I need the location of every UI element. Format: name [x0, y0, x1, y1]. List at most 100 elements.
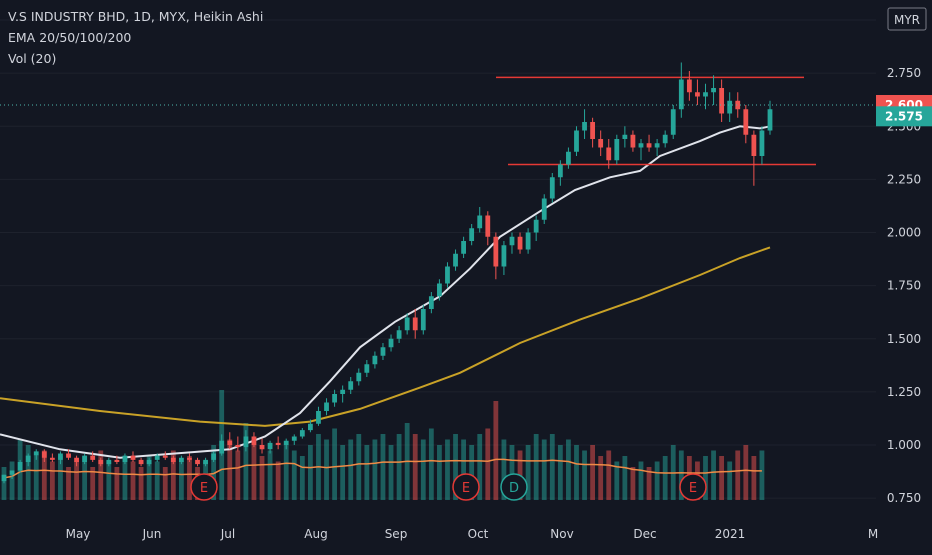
candle[interactable]: [727, 92, 733, 122]
candle[interactable]: [420, 304, 426, 335]
candle[interactable]: [291, 434, 297, 445]
candle[interactable]: [316, 406, 321, 426]
candle[interactable]: [138, 457, 144, 467]
earnings-badge[interactable]: E: [679, 473, 707, 501]
candle[interactable]: [735, 92, 741, 118]
candle[interactable]: [1, 474, 7, 484]
candle[interactable]: [251, 432, 257, 448]
candle[interactable]: [404, 313, 410, 335]
candle[interactable]: [203, 457, 208, 467]
candle[interactable]: [178, 455, 184, 465]
candle[interactable]: [525, 228, 531, 254]
candle[interactable]: [259, 438, 265, 454]
candle[interactable]: [638, 139, 644, 161]
candle[interactable]: [41, 449, 47, 462]
candle[interactable]: [219, 434, 225, 456]
candle[interactable]: [308, 419, 313, 433]
earnings-badge[interactable]: E: [190, 473, 218, 501]
candle[interactable]: [396, 326, 402, 343]
candle[interactable]: [759, 126, 765, 165]
candle[interactable]: [670, 105, 676, 139]
dividend-badge[interactable]: D: [500, 473, 528, 501]
candle[interactable]: [678, 62, 684, 118]
candle[interactable]: [622, 126, 628, 148]
candle[interactable]: [154, 453, 160, 463]
candle[interactable]: [412, 309, 418, 339]
volume-indicator-label[interactable]: Vol (20): [8, 51, 57, 66]
candle[interactable]: [743, 105, 749, 144]
candle[interactable]: [299, 428, 305, 439]
candle[interactable]: [146, 457, 152, 467]
candle[interactable]: [324, 398, 329, 416]
candle[interactable]: [606, 139, 612, 169]
candle[interactable]: [582, 109, 587, 139]
candle[interactable]: [98, 457, 104, 467]
candle[interactable]: [501, 241, 507, 275]
candle[interactable]: [566, 147, 571, 169]
candle[interactable]: [9, 470, 15, 480]
candle[interactable]: [541, 194, 547, 224]
candle[interactable]: [574, 126, 579, 156]
candle[interactable]: [662, 130, 668, 148]
candle[interactable]: [751, 130, 757, 186]
candle[interactable]: [646, 134, 652, 152]
candle[interactable]: [711, 75, 716, 105]
candle[interactable]: [283, 438, 289, 450]
candle[interactable]: [493, 232, 499, 280]
candle[interactable]: [549, 173, 555, 203]
candle[interactable]: [66, 449, 71, 460]
candle[interactable]: [130, 451, 136, 462]
candle[interactable]: [348, 377, 354, 394]
candle[interactable]: [170, 455, 176, 465]
symbol-title[interactable]: V.S INDUSTRY BHD, 1D, MYX, Heikin Ashi: [8, 9, 264, 24]
candle[interactable]: [25, 453, 31, 467]
candle[interactable]: [630, 130, 636, 152]
candle[interactable]: [90, 451, 96, 462]
ema-indicator-label[interactable]: EMA 20/50/100/200: [8, 30, 132, 45]
chart-legend[interactable]: V.S INDUSTRY BHD, 1D, MYX, Heikin Ashi E…: [8, 6, 263, 69]
price-axis[interactable]: [876, 0, 932, 550]
candle[interactable]: [654, 139, 660, 156]
candle[interactable]: [388, 334, 394, 352]
candle[interactable]: [235, 436, 241, 452]
candle[interactable]: [767, 100, 773, 135]
candle[interactable]: [517, 232, 523, 254]
earnings-badge[interactable]: E: [452, 473, 480, 501]
candle[interactable]: [590, 117, 596, 148]
candle[interactable]: [695, 79, 700, 106]
candle[interactable]: [162, 451, 168, 460]
candle[interactable]: [469, 224, 475, 246]
candle[interactable]: [461, 236, 466, 258]
candle[interactable]: [243, 430, 249, 452]
candle[interactable]: [114, 455, 120, 465]
candle[interactable]: [122, 453, 128, 465]
candle[interactable]: [557, 160, 563, 186]
candle[interactable]: [364, 360, 370, 377]
candle[interactable]: [445, 262, 450, 288]
candle[interactable]: [509, 232, 515, 254]
candle[interactable]: [703, 83, 708, 110]
candle[interactable]: [106, 457, 112, 467]
candle[interactable]: [598, 130, 604, 157]
candle[interactable]: [372, 351, 378, 369]
candle[interactable]: [267, 440, 273, 454]
candle[interactable]: [340, 385, 346, 403]
candle[interactable]: [227, 432, 233, 450]
candle[interactable]: [49, 453, 55, 463]
candle[interactable]: [275, 436, 281, 450]
candle[interactable]: [356, 368, 362, 386]
candle[interactable]: [453, 249, 458, 271]
candle[interactable]: [380, 343, 386, 360]
candle[interactable]: [686, 71, 692, 101]
candle[interactable]: [187, 453, 192, 463]
candle[interactable]: [437, 279, 442, 301]
candle[interactable]: [332, 389, 337, 407]
candle[interactable]: [82, 453, 88, 465]
candle[interactable]: [477, 207, 483, 233]
candle[interactable]: [719, 79, 725, 123]
candle[interactable]: [485, 211, 491, 246]
candle[interactable]: [614, 134, 620, 165]
candle[interactable]: [17, 459, 23, 473]
candle[interactable]: [533, 215, 539, 242]
